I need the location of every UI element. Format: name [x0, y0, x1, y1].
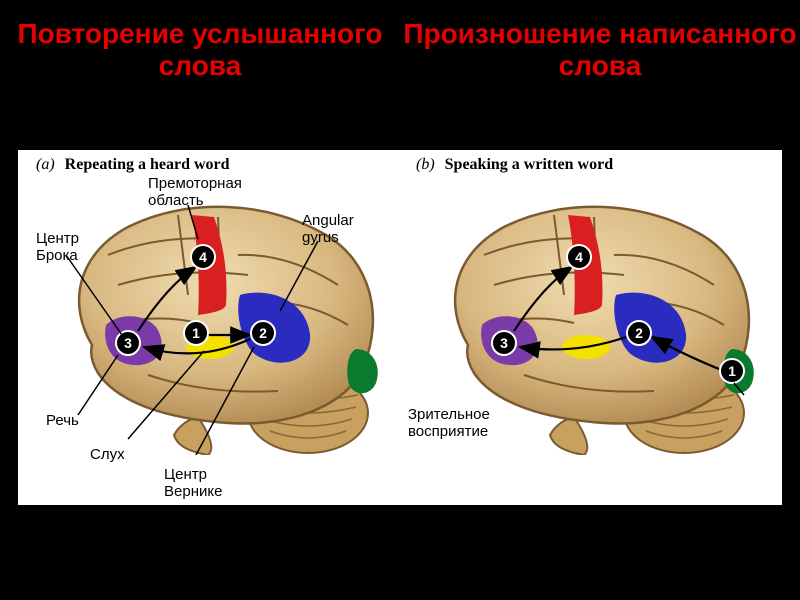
svg-text:4: 4 — [575, 249, 583, 265]
node-3: 3 — [492, 331, 516, 355]
visual-region — [347, 349, 377, 393]
label-wernicke: ЦентрВернике — [164, 466, 222, 501]
title-right: Произношение написанного слова — [400, 18, 800, 82]
svg-text:3: 3 — [500, 335, 508, 351]
node-4: 4 — [567, 245, 591, 269]
label-visual: Зрительноевосприятие — [408, 406, 490, 441]
svg-text:2: 2 — [635, 325, 643, 341]
label-broca: ЦентрБрока — [36, 230, 79, 265]
panel-a-id: (a) — [36, 156, 55, 173]
panel-a-text: Repeating a heard word — [65, 156, 230, 173]
label-premotor: Премоторнаяобласть — [148, 175, 242, 210]
title-left: Повторение услышанного слова — [0, 18, 400, 82]
panel-b-id: (b) — [416, 156, 435, 173]
node-2: 2 — [251, 321, 275, 345]
label-speech: Речь — [46, 412, 79, 429]
label-hearing: Слух — [90, 446, 125, 463]
title-left-text: Повторение услышанного слова — [17, 18, 382, 81]
title-row: Повторение услышанного слова Произношени… — [0, 0, 800, 90]
panel-b-text: Speaking a written word — [445, 156, 613, 173]
node-1: 1 — [184, 321, 208, 345]
svg-text:1: 1 — [728, 363, 736, 379]
node-3: 3 — [116, 331, 140, 355]
panel-a-caption: (a) Repeating a heard word — [36, 156, 230, 174]
svg-text:2: 2 — [259, 325, 267, 341]
svg-text:1: 1 — [192, 325, 200, 341]
diagram-figure: (a) Repeating a heard word (b) Speaking … — [18, 150, 782, 505]
node-2: 2 — [627, 321, 651, 345]
svg-text:3: 3 — [124, 335, 132, 351]
title-right-text: Произношение написанного слова — [403, 18, 796, 81]
node-4: 4 — [191, 245, 215, 269]
label-angular: Angulargyrus — [302, 212, 354, 247]
node-1: 1 — [720, 359, 744, 383]
svg-text:4: 4 — [199, 249, 207, 265]
panel-b-caption: (b) Speaking a written word — [416, 156, 613, 174]
